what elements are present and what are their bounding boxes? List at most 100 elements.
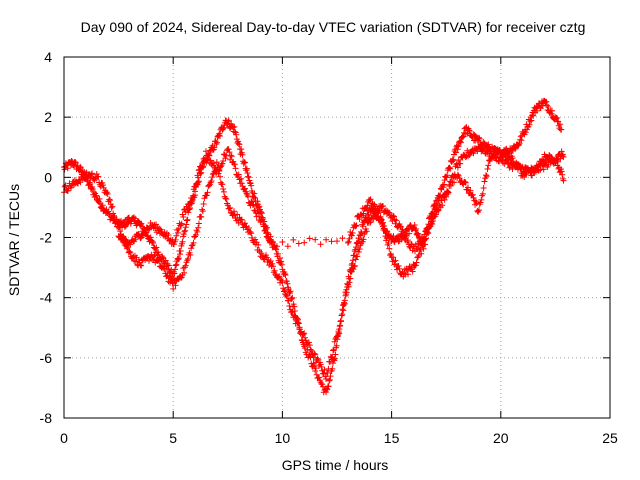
data-point xyxy=(278,258,285,265)
data-point xyxy=(225,118,232,125)
data-point xyxy=(451,179,457,186)
data-point xyxy=(202,148,209,155)
data-point xyxy=(312,367,319,374)
data-point xyxy=(106,196,113,203)
data-point xyxy=(188,198,195,205)
data-point xyxy=(329,354,336,361)
data-point xyxy=(530,112,537,119)
data-point xyxy=(126,248,133,255)
data-point xyxy=(88,171,95,178)
data-point xyxy=(195,220,202,227)
data-point xyxy=(481,178,488,185)
data-point xyxy=(353,222,360,229)
data-point xyxy=(204,189,211,196)
data-point xyxy=(96,195,103,202)
data-point xyxy=(246,179,253,186)
data-point xyxy=(341,300,348,307)
data-point xyxy=(484,165,491,172)
data-point xyxy=(187,251,194,258)
data-point xyxy=(327,373,334,380)
data-point xyxy=(432,206,439,213)
data-point xyxy=(278,261,285,268)
data-point xyxy=(312,236,319,243)
data-point xyxy=(422,235,429,242)
data-point xyxy=(192,192,199,199)
data-point xyxy=(281,270,288,277)
data-point xyxy=(548,107,555,114)
data-point xyxy=(336,326,343,333)
data-point xyxy=(175,225,182,232)
data-point xyxy=(347,275,354,282)
data-point xyxy=(285,297,292,304)
data-point xyxy=(343,286,350,293)
data-point xyxy=(429,214,436,221)
data-point xyxy=(513,159,520,166)
data-point xyxy=(160,263,167,270)
data-point xyxy=(153,244,160,251)
data-point xyxy=(100,182,106,189)
data-point xyxy=(554,158,561,165)
data-point xyxy=(182,224,189,231)
data-point xyxy=(165,262,172,269)
data-point xyxy=(116,224,123,231)
data-point xyxy=(352,256,359,263)
data-point xyxy=(485,162,492,169)
data-point xyxy=(241,220,248,227)
data-point xyxy=(199,206,206,213)
data-point xyxy=(132,258,139,265)
data-point xyxy=(151,252,158,259)
data-point xyxy=(95,173,102,180)
data-point xyxy=(452,149,459,156)
data-point xyxy=(557,121,564,128)
data-point xyxy=(241,159,248,166)
data-point xyxy=(184,206,191,213)
data-point xyxy=(223,195,230,202)
data-point xyxy=(220,188,227,195)
data-point xyxy=(509,155,516,162)
data-point xyxy=(291,312,298,319)
data-point xyxy=(127,249,134,256)
data-point xyxy=(560,153,567,160)
data-point xyxy=(341,299,348,306)
data-point xyxy=(325,365,332,372)
data-point xyxy=(172,282,179,289)
data-point xyxy=(136,259,143,266)
data-point xyxy=(476,135,483,142)
data-point xyxy=(279,238,286,245)
data-point xyxy=(117,228,124,235)
data-point xyxy=(270,263,277,270)
data-point xyxy=(268,238,275,245)
data-point xyxy=(395,263,402,270)
data-point xyxy=(377,215,384,222)
data-point xyxy=(504,149,511,156)
data-point xyxy=(195,178,202,185)
data-point xyxy=(457,160,464,167)
data-point xyxy=(424,229,431,236)
data-point xyxy=(479,190,486,197)
data-point xyxy=(211,144,218,151)
data-point xyxy=(156,258,163,265)
x-tick-label: 10 xyxy=(275,430,291,446)
data-point xyxy=(152,245,159,252)
data-point xyxy=(403,232,410,239)
data-point xyxy=(307,346,314,353)
data-point xyxy=(104,190,111,197)
data-point xyxy=(233,131,240,138)
x-tick-label: 15 xyxy=(384,430,400,446)
data-point xyxy=(435,207,442,214)
data-point xyxy=(346,279,353,286)
y-tick-label: 2 xyxy=(44,109,52,125)
data-point xyxy=(174,229,181,236)
data-point xyxy=(234,211,241,218)
data-point xyxy=(351,262,358,269)
data-point xyxy=(88,185,95,192)
data-point xyxy=(267,236,274,243)
data-point xyxy=(219,160,226,167)
data-point xyxy=(363,228,370,235)
data-point xyxy=(515,141,522,148)
data-point xyxy=(178,221,184,228)
data-point xyxy=(363,205,370,212)
data-point xyxy=(387,250,394,257)
data-point xyxy=(355,248,362,255)
data-point xyxy=(364,212,371,219)
